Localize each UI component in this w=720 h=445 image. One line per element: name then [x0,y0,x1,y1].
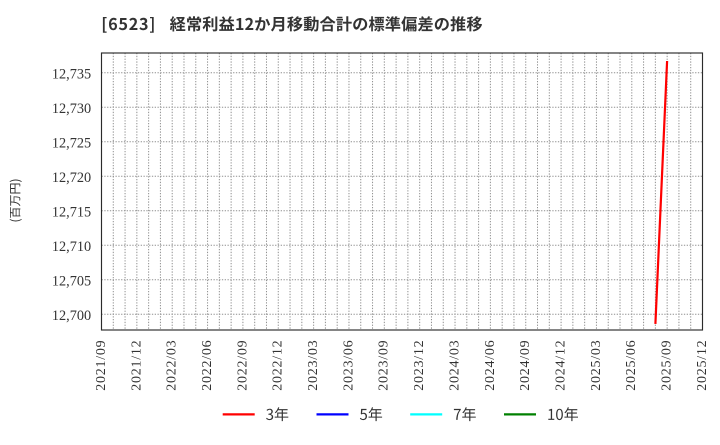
svg-text:12,710: 12,710 [52,239,91,255]
svg-text:2021/09: 2021/09 [94,340,109,391]
svg-text:2024/06: 2024/06 [483,340,498,391]
svg-text:2022/06: 2022/06 [200,340,215,391]
svg-text:12,720: 12,720 [52,170,91,186]
svg-text:12,705: 12,705 [52,274,91,290]
svg-text:2022/12: 2022/12 [271,340,286,391]
svg-text:2025/09: 2025/09 [660,340,675,391]
svg-text:2024/09: 2024/09 [518,340,533,391]
svg-text:2023/03: 2023/03 [306,340,321,391]
svg-text:2025/03: 2025/03 [589,340,604,391]
svg-text:2024/03: 2024/03 [447,340,462,391]
svg-text:2023/06: 2023/06 [341,340,356,391]
svg-text:12,700: 12,700 [52,308,91,324]
svg-text:2023/09: 2023/09 [377,340,392,391]
svg-text:2024/12: 2024/12 [553,340,568,391]
svg-text:12,730: 12,730 [52,101,91,117]
svg-text:2022/03: 2022/03 [165,340,180,391]
svg-text:2025/06: 2025/06 [624,340,639,391]
svg-text:2022/09: 2022/09 [235,340,250,391]
svg-text:12,715: 12,715 [52,205,91,221]
svg-text:12,725: 12,725 [52,136,91,152]
svg-text:12,735: 12,735 [52,67,91,83]
svg-text:2025/12: 2025/12 [695,340,710,391]
svg-text:2023/12: 2023/12 [412,340,427,391]
svg-text:2021/12: 2021/12 [129,340,144,391]
